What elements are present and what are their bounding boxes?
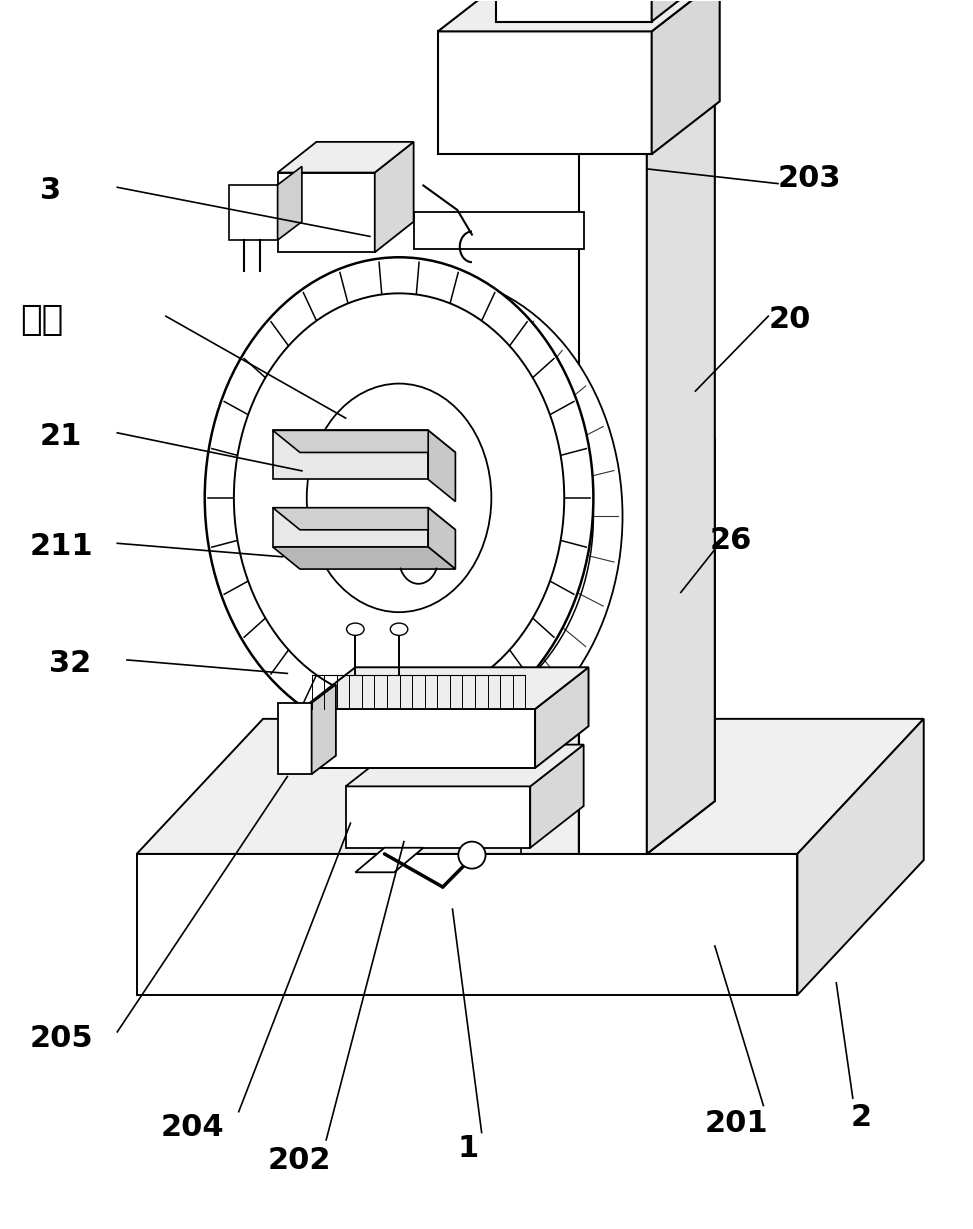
Polygon shape <box>277 141 414 172</box>
Text: 202: 202 <box>268 1147 332 1175</box>
Ellipse shape <box>263 312 594 721</box>
Polygon shape <box>277 172 375 252</box>
Ellipse shape <box>234 275 623 757</box>
Text: 32: 32 <box>50 649 91 678</box>
Text: 203: 203 <box>778 165 842 193</box>
Text: 1: 1 <box>457 1134 479 1163</box>
Ellipse shape <box>234 294 564 703</box>
Polygon shape <box>302 667 589 709</box>
Ellipse shape <box>458 842 486 869</box>
Polygon shape <box>428 508 455 569</box>
Polygon shape <box>647 439 715 854</box>
Polygon shape <box>229 184 277 240</box>
Polygon shape <box>428 430 455 501</box>
Polygon shape <box>496 0 652 22</box>
Ellipse shape <box>390 623 408 635</box>
Polygon shape <box>137 719 923 854</box>
Polygon shape <box>302 709 535 768</box>
Polygon shape <box>579 439 715 713</box>
Polygon shape <box>414 211 584 248</box>
Text: 21: 21 <box>40 422 82 451</box>
Text: 2: 2 <box>850 1104 872 1132</box>
Polygon shape <box>272 547 455 569</box>
Polygon shape <box>652 0 706 22</box>
Polygon shape <box>647 0 715 854</box>
Polygon shape <box>345 745 584 787</box>
Polygon shape <box>579 32 647 854</box>
Polygon shape <box>535 667 589 768</box>
Polygon shape <box>137 854 798 995</box>
Text: 26: 26 <box>710 526 752 556</box>
Polygon shape <box>798 719 923 995</box>
Polygon shape <box>277 703 311 774</box>
Ellipse shape <box>306 383 491 612</box>
Text: 20: 20 <box>769 305 811 334</box>
Polygon shape <box>652 0 720 154</box>
Polygon shape <box>272 430 428 479</box>
Polygon shape <box>345 787 530 848</box>
Text: 205: 205 <box>30 1024 93 1052</box>
Text: 轮胎: 轮胎 <box>20 302 63 337</box>
Text: 3: 3 <box>40 177 60 205</box>
Polygon shape <box>277 166 302 240</box>
Polygon shape <box>438 32 652 154</box>
Ellipse shape <box>204 257 594 739</box>
Polygon shape <box>272 508 428 547</box>
Text: 211: 211 <box>30 532 93 562</box>
Ellipse shape <box>346 623 364 635</box>
Polygon shape <box>272 430 455 452</box>
Text: 204: 204 <box>161 1113 225 1142</box>
Polygon shape <box>579 0 715 32</box>
Polygon shape <box>311 685 336 774</box>
Polygon shape <box>375 141 414 252</box>
Polygon shape <box>530 745 584 848</box>
Text: 201: 201 <box>705 1110 769 1138</box>
Polygon shape <box>438 0 720 32</box>
Polygon shape <box>355 848 423 873</box>
Polygon shape <box>579 492 647 854</box>
Polygon shape <box>272 508 455 530</box>
